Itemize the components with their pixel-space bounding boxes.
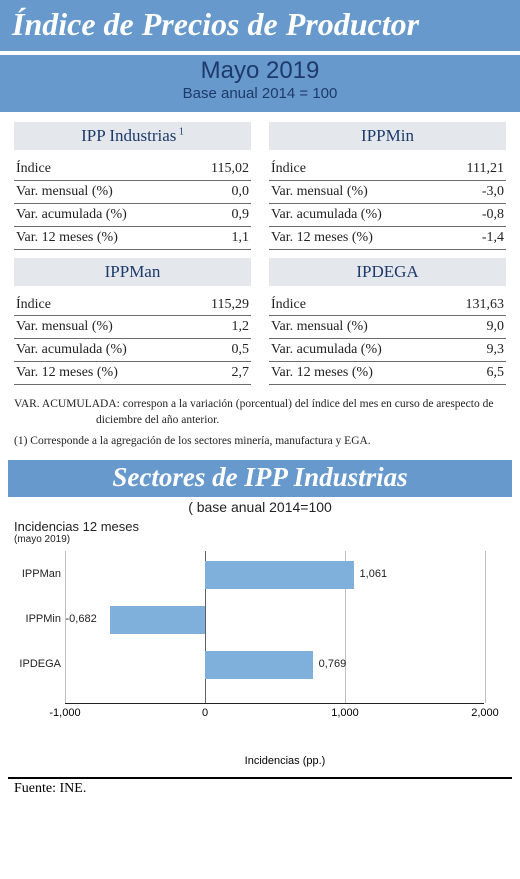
row-label: Índice	[271, 160, 446, 179]
x-axis	[65, 703, 484, 704]
row-value: 115,29	[191, 296, 249, 315]
row-label: Var. acumulada (%)	[16, 341, 191, 360]
row-label: Var. mensual (%)	[271, 183, 446, 202]
row-label: Var. acumulada (%)	[271, 206, 446, 225]
row-value: -1,4	[446, 229, 504, 248]
main-title: Índice de Precios de Productor	[12, 6, 508, 43]
bar-value-label: -0,682	[66, 613, 97, 625]
row-label: Índice	[16, 296, 191, 315]
bar-value-label: 0,769	[319, 658, 347, 670]
panel-header: IPPMin	[269, 122, 506, 150]
row-label: Var. 12 meses (%)	[16, 364, 191, 383]
section-title: Sectores de IPP Industrias	[112, 462, 407, 492]
row-value: 9,3	[446, 341, 504, 360]
period-month: Mayo 2019	[0, 57, 520, 85]
panel-ippmin: IPPMinÍndice111,21Var. mensual (%)-3,0Va…	[269, 122, 506, 250]
grid-line	[485, 551, 486, 703]
note-label: VAR. ACUMULADA:	[14, 397, 120, 413]
note-1: (1) Corresponde a la agregación de los s…	[14, 434, 506, 450]
table-row: Var. acumulada (%)-0,8	[269, 204, 506, 227]
row-label: Var. mensual (%)	[16, 183, 191, 202]
bar	[205, 561, 354, 589]
table-row: Var. acumulada (%)0,9	[14, 204, 251, 227]
note-text2: diciembre del año anterior.	[96, 413, 506, 429]
footnotes: VAR. ACUMULADA: correspon a la variación…	[0, 389, 520, 454]
chart-block: Incidencias 12 meses (mayo 2019) IPPMan1…	[0, 515, 520, 773]
bar-value-label: 1,061	[360, 568, 388, 580]
row-label: Var. mensual (%)	[271, 318, 446, 337]
panel-ipp-industrias: IPP Industrias 1Índice115,02Var. mensual…	[14, 122, 251, 250]
table-row: Var. 12 meses (%)2,7	[14, 362, 251, 385]
panel-ippman: IPPManÍndice115,29Var. mensual (%)1,2Var…	[14, 258, 251, 386]
table-row: Var. acumulada (%)0,5	[14, 339, 251, 362]
x-tick-label: -1,000	[49, 707, 80, 719]
note-text1: correspon a la variación (porcentual) de…	[123, 398, 494, 410]
panel-header: IPP Industrias 1	[14, 122, 251, 150]
title-bar: Índice de Precios de Productor	[0, 0, 520, 51]
panel-header: IPDEGA	[269, 258, 506, 286]
footer-source: Fuente: INE.	[0, 779, 520, 797]
x-tick-label: 2,000	[471, 707, 499, 719]
bar-category-label: IPPMin	[11, 613, 61, 625]
tables-grid: IPP Industrias 1Índice115,02Var. mensual…	[0, 112, 520, 389]
row-label: Var. acumulada (%)	[16, 206, 191, 225]
row-label: Var. 12 meses (%)	[271, 364, 446, 383]
row-value: 2,7	[191, 364, 249, 383]
table-row: Var. acumulada (%)9,3	[269, 339, 506, 362]
row-value: 111,21	[446, 160, 504, 179]
superscript: 1	[176, 126, 184, 137]
row-value: 0,0	[191, 183, 249, 202]
bar	[205, 651, 313, 679]
row-label: Índice	[16, 160, 191, 179]
row-label: Var. 12 meses (%)	[16, 229, 191, 248]
bar-category-label: IPDEGA	[11, 658, 61, 670]
table-row: Var. 12 meses (%)1,1	[14, 227, 251, 250]
section-subtitle: ( base anual 2014=100	[0, 499, 520, 515]
panel-ipdega: IPDEGAÍndice131,63Var. mensual (%)9,0Var…	[269, 258, 506, 386]
row-label: Var. 12 meses (%)	[271, 229, 446, 248]
table-row: Índice115,29	[14, 294, 251, 317]
chart-area: IPPMan1,061IPPMin-0,682IPDEGA0,769-1,000…	[64, 551, 484, 733]
row-value: 9,0	[446, 318, 504, 337]
grid-line	[65, 551, 66, 703]
row-value: 0,9	[191, 206, 249, 225]
table-row: Var. mensual (%)0,0	[14, 181, 251, 204]
section-bar: Sectores de IPP Industrias	[8, 460, 512, 497]
note-var-acumulada: VAR. ACUMULADA: correspon a la variación…	[14, 397, 506, 428]
row-value: -3,0	[446, 183, 504, 202]
x-tick-label: 0	[202, 707, 208, 719]
bar	[110, 606, 205, 634]
table-row: Índice131,63	[269, 294, 506, 317]
period-banner: Mayo 2019 Base anual 2014 = 100	[0, 55, 520, 112]
table-row: Var. mensual (%)1,2	[14, 316, 251, 339]
row-label: Var. acumulada (%)	[271, 341, 446, 360]
row-value: -0,8	[446, 206, 504, 225]
chart-y-subtitle: (mayo 2019)	[14, 534, 506, 545]
chart-y-title: Incidencias 12 meses	[14, 519, 506, 534]
base-year: Base anual 2014 = 100	[0, 85, 520, 102]
bar-category-label: IPPMan	[11, 568, 61, 580]
x-tick-label: 1,000	[331, 707, 359, 719]
row-value: 1,2	[191, 318, 249, 337]
table-row: Índice111,21	[269, 158, 506, 181]
row-label: Índice	[271, 296, 446, 315]
chart-x-title: Incidencias (pp.)	[64, 755, 506, 767]
table-row: Índice115,02	[14, 158, 251, 181]
table-row: Var. mensual (%)9,0	[269, 316, 506, 339]
table-row: Var. 12 meses (%)6,5	[269, 362, 506, 385]
panel-header: IPPMan	[14, 258, 251, 286]
table-row: Var. mensual (%)-3,0	[269, 181, 506, 204]
row-label: Var. mensual (%)	[16, 318, 191, 337]
row-value: 6,5	[446, 364, 504, 383]
table-row: Var. 12 meses (%)-1,4	[269, 227, 506, 250]
row-value: 1,1	[191, 229, 249, 248]
row-value: 131,63	[446, 296, 504, 315]
row-value: 115,02	[191, 160, 249, 179]
row-value: 0,5	[191, 341, 249, 360]
